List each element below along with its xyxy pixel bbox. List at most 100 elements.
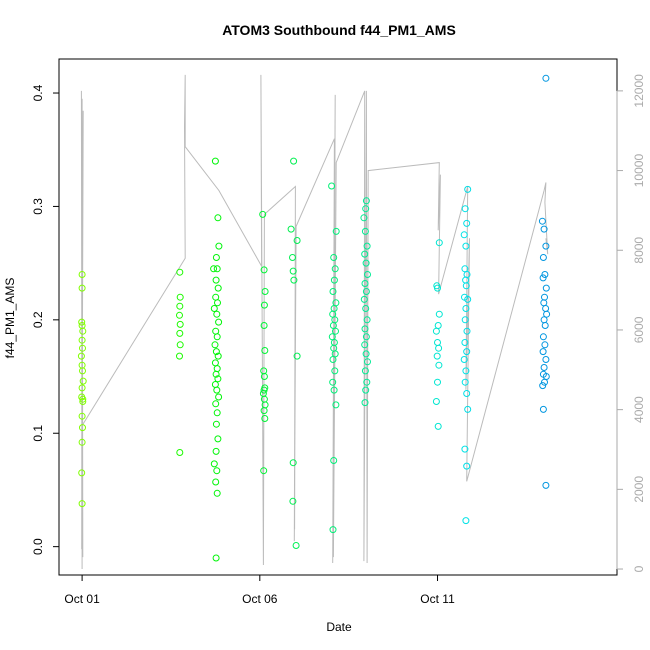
data-point	[462, 276, 470, 284]
data-point	[332, 401, 340, 409]
data-point	[77, 352, 85, 360]
data-point	[213, 333, 221, 341]
data-point	[212, 478, 220, 486]
data-point	[260, 407, 268, 415]
data-point	[330, 457, 338, 464]
data-point	[432, 327, 440, 335]
data-point	[78, 438, 86, 446]
data-point	[328, 182, 336, 190]
data-point	[292, 542, 300, 549]
data-point	[461, 445, 469, 453]
right-tick-label: 6000	[632, 316, 646, 343]
data-point	[539, 382, 547, 390]
data-point	[79, 395, 87, 403]
data-point	[176, 352, 183, 360]
data-point	[213, 467, 221, 475]
data-point	[287, 225, 295, 233]
right-tick-label: 0	[632, 565, 646, 572]
data-point	[78, 284, 86, 292]
data-point	[330, 276, 338, 284]
data-point	[435, 344, 443, 352]
data-point	[330, 386, 338, 394]
data-point	[260, 373, 268, 380]
right-tick-label: 8000	[632, 237, 646, 264]
right-tick-label: 12000	[632, 74, 646, 108]
data-point	[261, 347, 269, 354]
data-point	[260, 386, 268, 394]
y-axis-label: f44_PM1_AMS	[3, 278, 17, 359]
data-point	[434, 322, 442, 329]
data-point	[363, 242, 371, 250]
data-point	[362, 333, 370, 341]
data-point	[329, 356, 337, 363]
data-point	[434, 378, 441, 386]
data-point	[461, 316, 469, 324]
data-point	[462, 305, 470, 312]
data-point	[176, 293, 184, 301]
data-point	[79, 367, 86, 375]
data-point	[260, 467, 268, 475]
data-point	[212, 554, 220, 562]
data-point	[462, 517, 470, 525]
data-point	[211, 381, 219, 388]
data-point	[212, 293, 220, 301]
data-point	[214, 284, 222, 292]
data-point	[260, 322, 268, 329]
data-point	[293, 352, 301, 360]
chart-title: ATOM3 Southbound f44_PM1_AMS	[222, 22, 456, 38]
data-point	[214, 352, 222, 360]
data-point	[212, 276, 220, 284]
data-point	[213, 265, 221, 273]
data-point	[176, 302, 184, 310]
data-point	[463, 390, 471, 397]
data-point	[214, 435, 222, 443]
data-point	[289, 497, 297, 505]
data-point	[464, 295, 472, 303]
data-point	[78, 469, 86, 477]
data-point	[289, 254, 296, 261]
data-point	[213, 365, 221, 373]
data-point	[260, 301, 268, 309]
data-point	[542, 74, 550, 82]
data-point	[176, 341, 184, 349]
data-point	[361, 367, 369, 375]
data-point	[259, 210, 267, 218]
data-point	[434, 284, 441, 292]
data-point	[210, 460, 218, 468]
data-point	[539, 348, 547, 356]
data-point	[539, 405, 547, 413]
secondary-series-line	[80, 74, 549, 570]
data-point	[290, 157, 298, 165]
data-point	[361, 227, 369, 235]
data-point	[460, 356, 468, 363]
data-point	[463, 327, 471, 335]
data-point	[289, 459, 297, 467]
data-point	[213, 409, 221, 417]
data-point	[362, 259, 370, 267]
data-point	[362, 288, 370, 295]
data-point	[363, 316, 371, 324]
data-point	[212, 370, 220, 378]
data-point	[78, 322, 86, 329]
data-point	[542, 284, 550, 292]
data-point	[215, 393, 223, 401]
data-point	[212, 254, 220, 261]
data-point	[331, 367, 339, 375]
data-point	[462, 242, 470, 250]
data-point	[364, 358, 371, 366]
data-point	[462, 282, 470, 290]
data-point	[461, 378, 469, 386]
data-point	[361, 341, 369, 349]
data-point	[293, 237, 301, 244]
left-y-axis: 0.0 0.1 0.2 0.3 0.4	[31, 84, 60, 555]
data-point	[78, 318, 86, 326]
data-point	[542, 305, 550, 312]
data-point	[362, 350, 370, 358]
data-point	[364, 271, 371, 278]
data-point	[434, 339, 441, 346]
data-point	[79, 344, 86, 352]
data-point	[215, 242, 223, 250]
data-point	[433, 352, 441, 360]
data-point	[434, 422, 442, 430]
plot-frame	[58, 58, 618, 576]
